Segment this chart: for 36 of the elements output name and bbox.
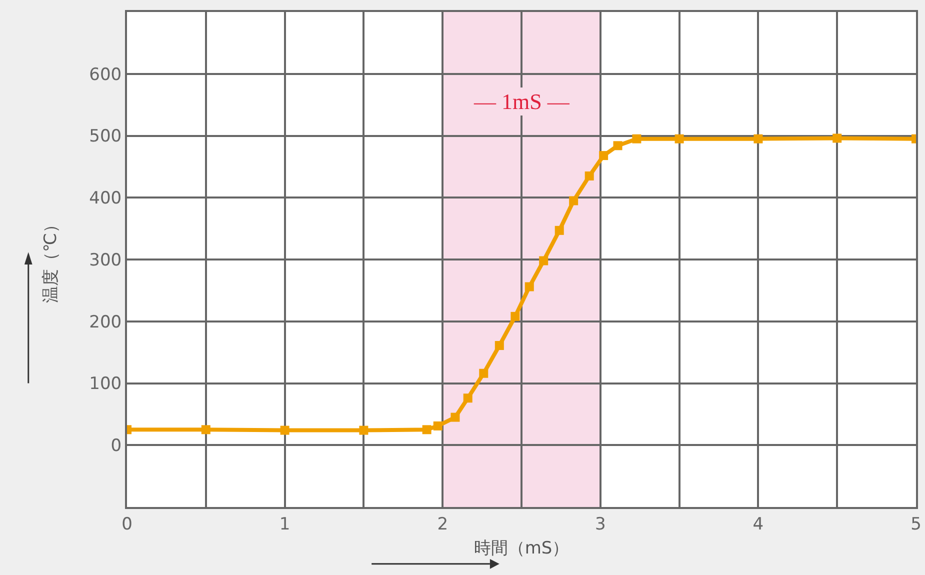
point — [433, 421, 442, 430]
point — [359, 426, 368, 435]
y-tick-label: 100 — [89, 374, 122, 394]
y-tick-label: 300 — [89, 250, 122, 270]
point — [494, 341, 504, 350]
x-tick-label: 5 — [910, 514, 922, 534]
x-tick-label: 1 — [279, 514, 290, 534]
point — [613, 141, 622, 150]
point — [479, 368, 488, 378]
point — [524, 282, 534, 292]
point — [584, 171, 594, 180]
y-tick-label: 600 — [89, 64, 122, 85]
y-tick-label: 200 — [89, 312, 122, 332]
x-tick-label: 3 — [594, 514, 606, 534]
y-tick-label: 400 — [89, 188, 122, 209]
point — [632, 134, 642, 144]
y-tick-label: 500 — [89, 126, 122, 147]
point — [450, 412, 460, 422]
point — [422, 425, 432, 434]
point — [754, 134, 763, 144]
x-tick-label: 4 — [752, 514, 764, 534]
point — [280, 426, 290, 435]
point — [554, 226, 564, 235]
band-label: — 1mS — — [473, 89, 570, 114]
point — [674, 134, 684, 144]
point — [510, 312, 520, 321]
point — [832, 134, 842, 143]
point — [569, 196, 578, 206]
point — [539, 256, 548, 266]
y-axis-title: 温度（℃） — [41, 216, 62, 304]
x-axis-title: 時間（mS） — [474, 538, 570, 558]
point — [463, 394, 472, 403]
x-tick-label: 2 — [437, 514, 448, 534]
y-tick-label: 0 — [110, 436, 122, 456]
point — [201, 425, 210, 434]
point — [599, 151, 608, 160]
